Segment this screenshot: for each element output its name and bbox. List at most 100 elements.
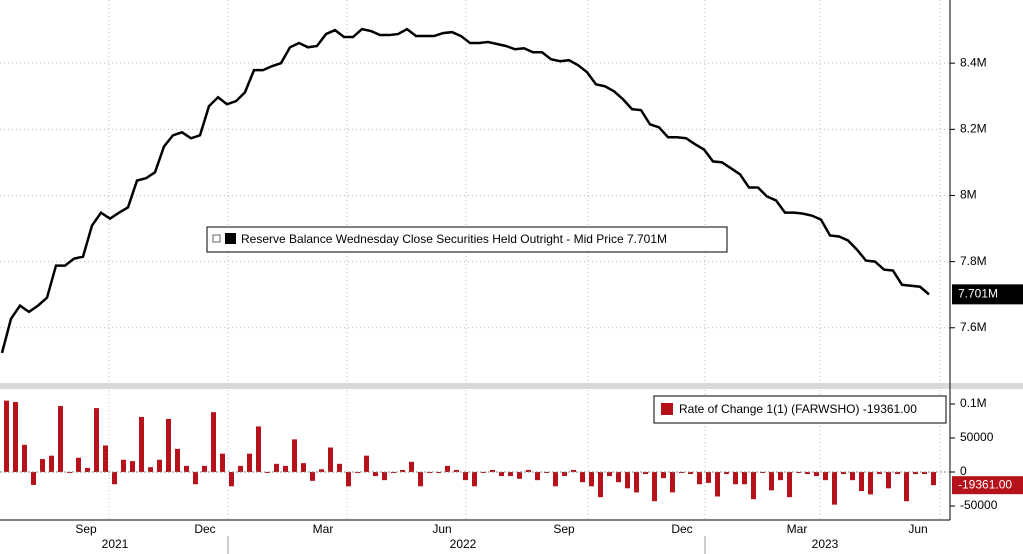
y-tick-label: 50000 <box>960 430 994 444</box>
bar <box>517 471 522 479</box>
bar <box>238 465 243 472</box>
bar <box>796 471 801 473</box>
bar <box>886 471 891 489</box>
x-tick-label: Mar <box>787 522 808 536</box>
panel-divider <box>0 383 1023 389</box>
line-series <box>0 27 930 354</box>
y-tick-label: 7.6M <box>960 320 987 334</box>
legend-value: -19361.00 <box>863 402 917 416</box>
bar <box>625 471 630 489</box>
bar <box>652 471 657 502</box>
bar <box>913 471 918 475</box>
bar <box>328 447 333 472</box>
y-tick-label: 8.2M <box>960 121 987 135</box>
bar <box>202 465 207 472</box>
legend-box <box>206 226 728 253</box>
bar <box>292 439 297 472</box>
bar <box>175 448 180 472</box>
bar <box>661 471 666 479</box>
bar <box>535 471 540 481</box>
bar <box>265 471 270 473</box>
bar <box>193 471 198 485</box>
bar <box>4 400 9 472</box>
legend-name: Reserve Balance Wednesday Close Securiti… <box>241 232 624 246</box>
bar <box>832 471 837 505</box>
bar <box>562 471 567 477</box>
last-value-tag <box>952 284 1023 305</box>
bar <box>130 461 135 472</box>
bar <box>733 471 738 485</box>
bar <box>931 471 936 486</box>
bar <box>922 471 927 475</box>
bar <box>706 471 711 483</box>
x-year-label: 2022 <box>450 537 477 551</box>
x-tick-label: Dec <box>671 522 692 536</box>
bar <box>490 469 495 472</box>
bar <box>301 463 306 472</box>
legend-swatch <box>225 233 236 244</box>
bar <box>742 471 747 485</box>
bar <box>157 459 162 472</box>
x-tick-label: Jun <box>432 522 451 536</box>
bar <box>454 469 459 472</box>
x-tick-label: Dec <box>194 522 215 536</box>
bar <box>256 426 261 472</box>
x-tick-label: Sep <box>553 522 575 536</box>
bar <box>85 467 90 472</box>
bar <box>508 471 513 477</box>
bar <box>823 471 828 481</box>
bar <box>670 471 675 493</box>
x-tick-label: Mar <box>313 522 334 536</box>
bar <box>409 461 414 472</box>
bar <box>103 445 108 472</box>
bar <box>310 471 315 481</box>
bar <box>616 471 621 483</box>
bar <box>184 465 189 472</box>
bar <box>751 471 756 500</box>
y-tick-label: 8M <box>960 188 977 202</box>
bar <box>841 471 846 475</box>
legend-text: Reserve Balance Wednesday Close Securiti… <box>241 232 667 246</box>
legend-toggle <box>212 234 221 243</box>
legend-text: Rate of Change 1(1) (FARWSHO) -19361.00 <box>679 402 917 416</box>
bar <box>94 408 99 472</box>
bar <box>850 471 855 481</box>
bar <box>247 453 252 472</box>
bar <box>166 418 171 472</box>
legend-swatch <box>661 403 673 415</box>
bar <box>715 471 720 497</box>
bar <box>769 471 774 491</box>
bar <box>400 469 405 472</box>
bar <box>373 471 378 477</box>
y-tick-label: 0.1M <box>960 396 987 410</box>
bar <box>544 471 549 473</box>
bar <box>346 471 351 487</box>
bar <box>814 471 819 477</box>
legend-value: 7.701M <box>627 232 667 246</box>
bar <box>211 412 216 472</box>
bar <box>121 459 126 472</box>
y-tick-label: 8.4M <box>960 55 987 69</box>
x-tick-label: Jun <box>908 522 927 536</box>
bar <box>481 471 486 473</box>
bar <box>49 455 54 472</box>
bar <box>283 465 288 472</box>
bar <box>805 471 810 475</box>
bar <box>778 471 783 481</box>
y-tick-label: 7.8M <box>960 254 987 268</box>
bar <box>895 471 900 475</box>
bar <box>859 471 864 492</box>
bar <box>499 471 504 477</box>
bar <box>148 467 153 472</box>
bar <box>904 471 909 502</box>
bar <box>274 463 279 472</box>
bar <box>760 471 765 473</box>
y-tick-label: 0 <box>960 464 967 478</box>
bar <box>382 471 387 481</box>
last-value-label: -19361.00 <box>958 477 1012 491</box>
y-tick-label: -50000 <box>960 498 998 512</box>
bar <box>868 471 873 495</box>
bar <box>697 471 702 485</box>
